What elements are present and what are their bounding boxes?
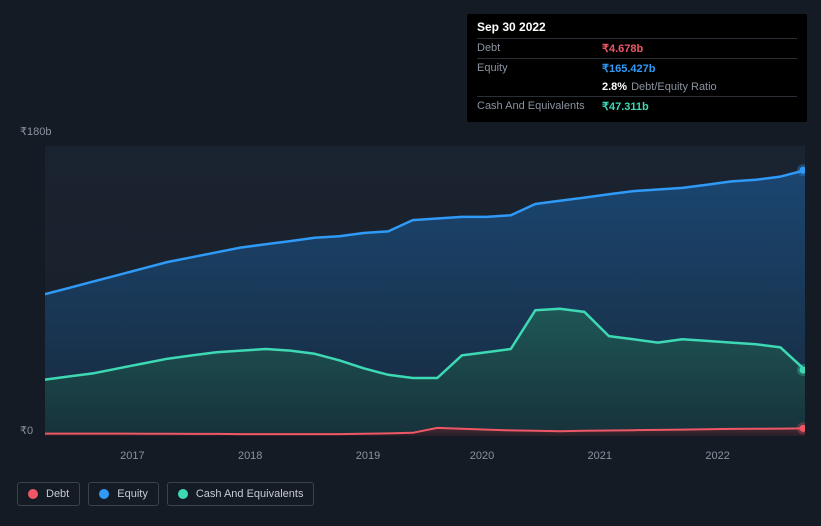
- chart-plot-area: [45, 146, 805, 436]
- tooltip-row-value: ₹165.427b: [602, 62, 655, 75]
- y-axis-label: ₹0: [20, 424, 33, 437]
- tooltip-row-value: ₹47.311b: [602, 100, 649, 113]
- x-axis: 2017 2018 2019 2020 2021 2022: [45, 446, 805, 466]
- legend-item-debt[interactable]: Debt: [17, 482, 80, 506]
- x-axis-tick: 2018: [238, 450, 262, 462]
- chart-tooltip: Sep 30 2022 Debt₹4.678bEquity₹165.427b2.…: [467, 14, 807, 122]
- x-axis-tick: 2019: [356, 450, 380, 462]
- legend-label: Equity: [117, 488, 148, 500]
- tooltip-date: Sep 30 2022: [477, 20, 797, 38]
- tooltip-row-label: Debt: [477, 42, 602, 55]
- tooltip-row-label: Equity: [477, 62, 602, 75]
- tooltip-rows: Debt₹4.678bEquity₹165.427b2.8%Debt/Equit…: [477, 38, 797, 116]
- x-axis-tick: 2017: [120, 450, 144, 462]
- area-chart-svg: [45, 146, 805, 436]
- legend-label: Debt: [46, 488, 69, 500]
- legend-item-cash[interactable]: Cash And Equivalents: [167, 482, 315, 506]
- tooltip-row-value: 2.8%Debt/Equity Ratio: [602, 81, 717, 93]
- tooltip-row-value: ₹4.678b: [602, 42, 643, 55]
- legend-swatch: [28, 489, 38, 499]
- tooltip-row: Cash And Equivalents₹47.311b: [477, 96, 797, 116]
- tooltip-row-label: Cash And Equivalents: [477, 100, 602, 113]
- x-axis-tick: 2020: [470, 450, 494, 462]
- y-axis-label: ₹180b: [20, 125, 51, 138]
- x-axis-tick: 2021: [588, 450, 612, 462]
- x-axis-tick: 2022: [705, 450, 729, 462]
- legend-label: Cash And Equivalents: [196, 488, 304, 500]
- legend-swatch: [178, 489, 188, 499]
- tooltip-row: Equity₹165.427b: [477, 58, 797, 78]
- legend-item-equity[interactable]: Equity: [88, 482, 159, 506]
- tooltip-row-label: [477, 81, 602, 93]
- tooltip-row-extra: Debt/Equity Ratio: [631, 81, 717, 93]
- tooltip-row: Debt₹4.678b: [477, 38, 797, 58]
- chart-legend: Debt Equity Cash And Equivalents: [17, 482, 314, 506]
- tooltip-row: 2.8%Debt/Equity Ratio: [477, 78, 797, 96]
- legend-swatch: [99, 489, 109, 499]
